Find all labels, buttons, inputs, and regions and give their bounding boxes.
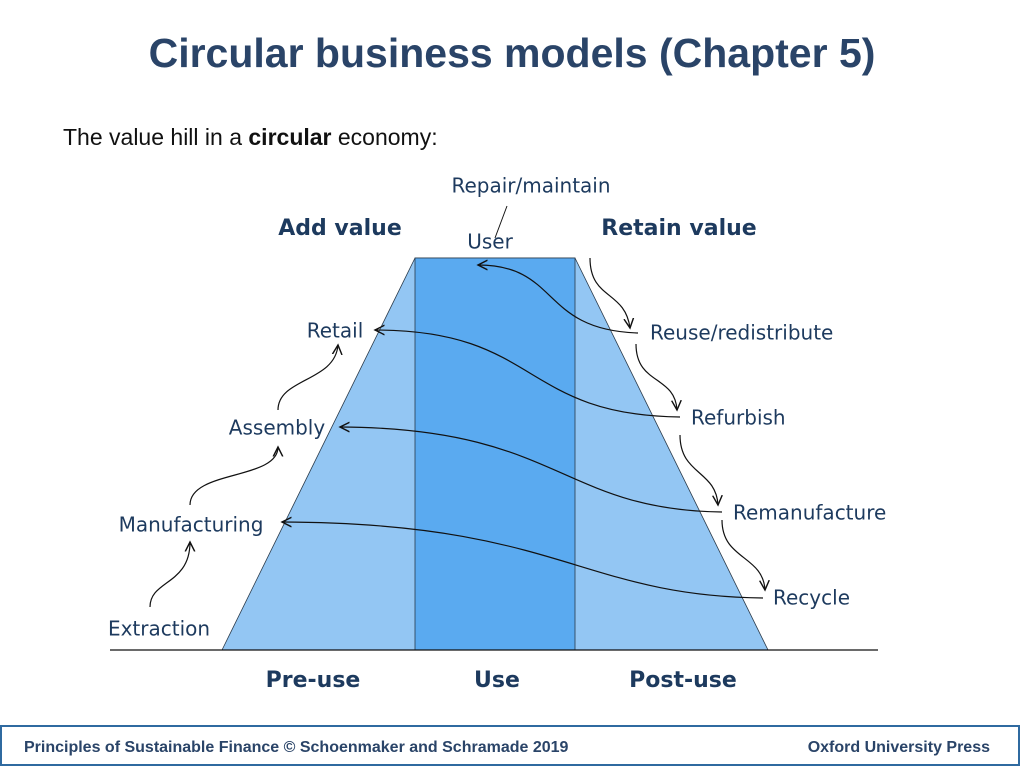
- phase: Post-use: [629, 668, 737, 693]
- use-zone: [414, 257, 576, 651]
- header: Add value: [278, 216, 402, 241]
- footer-right: Oxford University Press: [807, 739, 990, 756]
- label: Repair/maintain: [451, 174, 610, 198]
- phase: Pre-use: [266, 668, 361, 693]
- subtitle-text: economy:: [337, 124, 438, 150]
- label: Assembly: [229, 416, 326, 440]
- header: Retain value: [601, 216, 756, 241]
- label: Recycle: [773, 586, 850, 610]
- label: Retail: [307, 319, 364, 343]
- subtitle-bold: circular: [248, 124, 332, 150]
- label: Extraction: [108, 617, 210, 641]
- title: Circular business models (Chapter 5): [148, 30, 876, 76]
- footer: Principles of Sustainable Finance © Scho…: [0, 725, 1020, 766]
- label: Refurbish: [691, 406, 786, 430]
- subtitle: The value hill in a circular economy:: [63, 124, 438, 151]
- phase: Use: [474, 668, 520, 693]
- label: Reuse/redistribute: [650, 321, 833, 345]
- footer-left: Principles of Sustainable Finance © Scho…: [24, 739, 569, 756]
- pointer: [494, 205, 508, 239]
- arrows: [149, 257, 765, 608]
- label: Manufacturing: [119, 513, 264, 537]
- label: User: [467, 230, 513, 254]
- subtitle-text: The value hill in a: [63, 124, 242, 150]
- label: Remanufacture: [733, 501, 886, 525]
